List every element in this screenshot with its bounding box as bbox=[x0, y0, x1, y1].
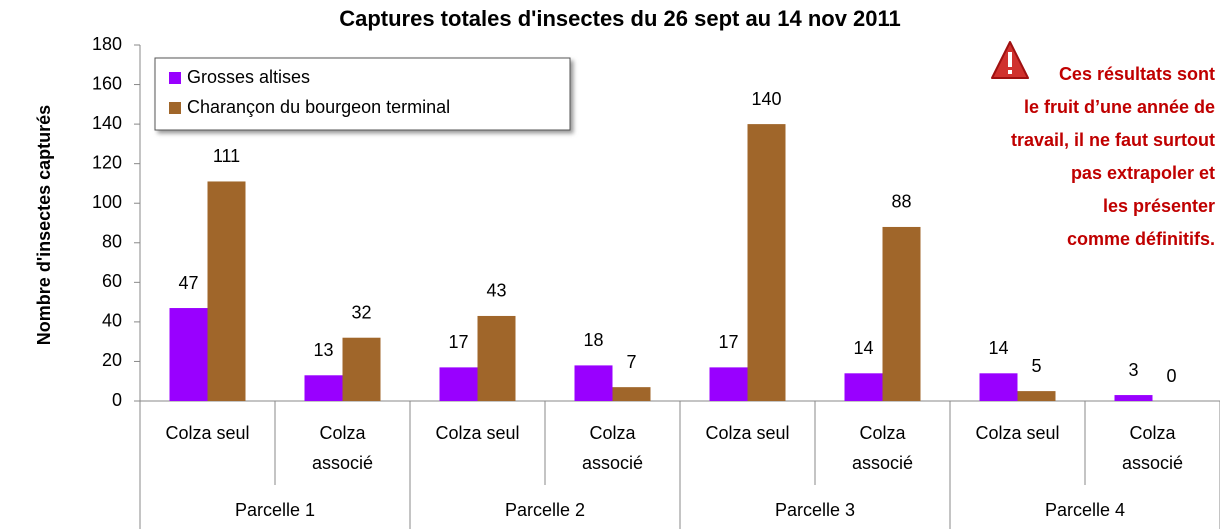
bar bbox=[747, 124, 786, 401]
value-label: 5 bbox=[1031, 356, 1041, 376]
bar bbox=[304, 375, 343, 401]
value-label: 43 bbox=[486, 281, 506, 301]
bar bbox=[574, 365, 613, 401]
bar bbox=[207, 181, 246, 401]
value-label: 0 bbox=[1166, 366, 1176, 386]
legend-swatch bbox=[169, 102, 181, 114]
value-label: 111 bbox=[213, 146, 240, 166]
value-label: 18 bbox=[583, 330, 603, 350]
value-label: 32 bbox=[351, 302, 371, 322]
y-tick-label: 100 bbox=[92, 192, 122, 212]
value-label: 3 bbox=[1128, 360, 1138, 380]
value-label: 13 bbox=[313, 340, 333, 360]
bar bbox=[439, 367, 478, 401]
x-tick-label: Colza seul bbox=[165, 423, 250, 443]
bar bbox=[342, 337, 381, 401]
y-tick-label: 0 bbox=[112, 390, 122, 410]
x-tick-label: Colza seul bbox=[705, 423, 790, 443]
value-label: 17 bbox=[448, 332, 468, 352]
bar bbox=[844, 373, 883, 401]
annotation-line: pas extrapoler et bbox=[1071, 163, 1215, 183]
legend-label: Grosses altises bbox=[187, 67, 310, 87]
x-tick-label: Colza associé bbox=[581, 423, 644, 473]
group-label: Parcelle 1 bbox=[234, 500, 316, 520]
y-tick-label: 40 bbox=[102, 311, 122, 331]
group-label: Parcelle 2 bbox=[504, 500, 586, 520]
x-tick-label: Colza seul bbox=[975, 423, 1060, 443]
annotation-line: les présenter bbox=[1103, 196, 1215, 216]
bar bbox=[169, 308, 208, 401]
value-label: 14 bbox=[988, 338, 1008, 358]
x-tick-label: Colza associé bbox=[851, 423, 914, 473]
annotation-line: travail, il ne faut surtout bbox=[1011, 130, 1215, 150]
y-tick-label: 160 bbox=[92, 73, 122, 93]
legend-label: Charançon du bourgeon terminal bbox=[187, 97, 450, 117]
bar bbox=[1017, 391, 1056, 401]
y-tick-label: 140 bbox=[92, 113, 122, 133]
value-label: 140 bbox=[751, 89, 781, 109]
annotation-line: comme définitifs. bbox=[1067, 229, 1215, 249]
legend-box bbox=[154, 57, 571, 131]
y-tick-label: 180 bbox=[92, 34, 122, 54]
bar bbox=[979, 373, 1018, 401]
value-label: 14 bbox=[853, 338, 873, 358]
bar bbox=[882, 226, 921, 401]
y-axis-title: Nombre d'insectes capturés bbox=[34, 105, 54, 345]
value-label: 47 bbox=[178, 273, 198, 293]
value-label: 88 bbox=[891, 192, 911, 212]
value-label: 7 bbox=[626, 352, 636, 372]
bar bbox=[1114, 395, 1153, 401]
y-tick-label: 60 bbox=[102, 271, 122, 291]
value-label: 17 bbox=[718, 332, 738, 352]
y-tick-label: 80 bbox=[102, 232, 122, 252]
bar bbox=[612, 387, 651, 401]
y-tick-label: 20 bbox=[102, 350, 122, 370]
legend-swatch bbox=[169, 72, 181, 84]
x-tick-label: Colza associé bbox=[1121, 423, 1184, 473]
chart-title: Captures totales d'insectes du 26 sept a… bbox=[339, 6, 901, 31]
bar bbox=[709, 367, 748, 401]
x-tick-label: Colza seul bbox=[435, 423, 520, 443]
annotation-line: Ces résultats sont bbox=[1059, 64, 1215, 84]
bar bbox=[477, 315, 516, 401]
warning-icon bbox=[991, 41, 1029, 79]
group-label: Parcelle 4 bbox=[1044, 500, 1126, 520]
annotation-line: le fruit d’une année de bbox=[1024, 97, 1215, 117]
y-tick-label: 120 bbox=[92, 152, 122, 172]
group-label: Parcelle 3 bbox=[774, 500, 856, 520]
x-tick-label: Colza associé bbox=[311, 423, 374, 473]
